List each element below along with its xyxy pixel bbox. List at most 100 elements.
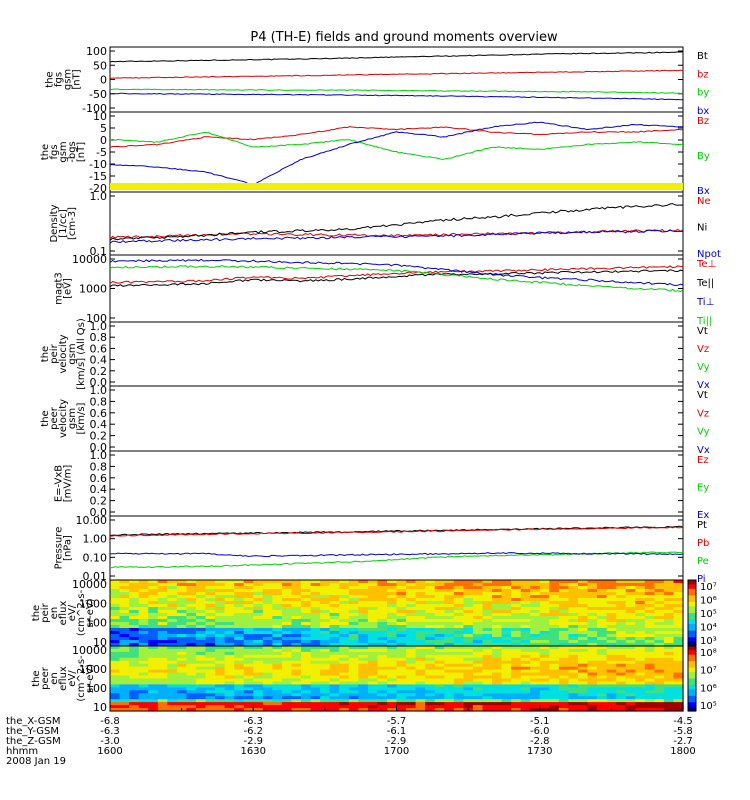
spectrogram-cell xyxy=(367,699,379,703)
spectrogram-cell xyxy=(176,619,188,623)
spectrogram-cell xyxy=(597,646,608,650)
colorbar-cell xyxy=(688,630,696,634)
spectrogram-cell xyxy=(578,640,589,644)
spectrogram-cell xyxy=(186,666,197,671)
spectrogram-cell xyxy=(578,622,589,626)
spectrogram-cell xyxy=(234,613,245,617)
spectrogram-cell xyxy=(616,619,627,623)
spectrogram-cell xyxy=(406,625,417,629)
spectrogram-cell xyxy=(215,580,226,584)
spectrogram-cell xyxy=(243,610,254,614)
spectrogram-cell xyxy=(501,660,512,665)
spectrogram-cell xyxy=(616,586,627,590)
spectrogram-cell xyxy=(215,616,226,620)
spectrogram-cell xyxy=(453,637,464,641)
spectrogram-cell xyxy=(606,643,617,647)
spectrogram-cell xyxy=(434,681,445,686)
spectrogram-cell xyxy=(186,660,197,665)
spectrogram-cell xyxy=(367,649,379,653)
spectrogram-cell xyxy=(329,643,340,647)
legend-pi: Pi xyxy=(697,574,706,585)
spectrogram-cell xyxy=(501,619,512,623)
spectrogram-cell xyxy=(301,666,312,671)
spectrogram-cell xyxy=(501,672,512,677)
spectrogram-cell xyxy=(663,651,675,656)
spectrogram-cell xyxy=(472,628,484,632)
spectrogram-cell xyxy=(625,628,636,632)
spectrogram-cell xyxy=(348,640,359,644)
spectrogram-cell xyxy=(110,613,121,617)
spectrogram-cell xyxy=(425,660,436,665)
x-tick-label: 1630 xyxy=(241,746,266,757)
spectrogram-cell xyxy=(425,678,436,683)
spectrogram-cell xyxy=(415,708,426,712)
spectrogram-cell xyxy=(635,675,646,680)
spectrogram-cell xyxy=(453,640,464,644)
spectrogram-cell xyxy=(348,592,359,596)
spectrogram-cell xyxy=(673,654,684,659)
colorbar-cell xyxy=(688,619,696,623)
spectrogram-cell xyxy=(224,616,235,620)
spectrogram-cell xyxy=(406,589,417,593)
spectrogram-cell xyxy=(243,640,254,644)
spectrogram-cell xyxy=(234,663,245,668)
colorbar-cell xyxy=(688,639,696,643)
spectrogram-cell xyxy=(635,681,646,686)
spectrogram-cell xyxy=(195,643,207,647)
spectrogram-cell xyxy=(281,613,293,617)
spectrogram-cell xyxy=(243,619,254,623)
spectrogram-cell xyxy=(492,678,503,683)
spectrogram-cell xyxy=(377,672,388,677)
spectrogram-cell xyxy=(558,693,570,697)
spectrogram-cell xyxy=(415,705,426,709)
spectrogram-cell xyxy=(358,681,369,686)
spectrogram-cell xyxy=(415,681,426,686)
spectrogram-cell xyxy=(339,622,350,626)
spectrogram-cell xyxy=(539,663,550,668)
spectrogram-cell xyxy=(186,681,197,686)
spectrogram-cell xyxy=(272,649,283,653)
spectrogram-cell xyxy=(644,651,655,656)
spectrogram-cell xyxy=(520,657,531,662)
spectrogram-cell xyxy=(482,672,493,677)
spectrogram-cell xyxy=(425,637,436,641)
spectrogram-cell xyxy=(482,580,493,584)
spectrogram-cell xyxy=(339,681,350,686)
spectrogram-cell xyxy=(148,640,159,644)
spectrogram-cell xyxy=(606,696,617,700)
spectrogram-cell xyxy=(320,586,331,590)
spectrogram-cell xyxy=(425,651,436,656)
spectrogram-cell xyxy=(530,640,541,644)
spectrogram-cell xyxy=(625,580,636,584)
spectrogram-cell xyxy=(482,643,493,647)
spectrogram-cell xyxy=(387,708,398,712)
spectrogram-cell xyxy=(329,660,340,665)
spectrogram-cell xyxy=(425,634,436,638)
spectrogram-cell xyxy=(644,687,655,691)
spectrogram-cell xyxy=(568,631,579,635)
spectrogram-cell xyxy=(167,610,178,614)
spectrogram-cell xyxy=(138,598,149,602)
spectrogram-cell xyxy=(272,654,283,659)
spectrogram-cell xyxy=(625,586,636,590)
spectrogram-cell xyxy=(119,702,130,706)
spectrogram-cell xyxy=(530,649,541,653)
spectrogram-cell xyxy=(501,628,512,632)
spectrogram-cell xyxy=(444,666,455,671)
spectrogram-cell xyxy=(520,640,531,644)
spectrogram-cell xyxy=(367,687,379,691)
spectrogram-cell xyxy=(281,580,293,584)
spectrogram-cell xyxy=(148,598,159,602)
spectrogram-cell xyxy=(501,666,512,671)
spectrogram-cell xyxy=(367,580,379,584)
spectrogram-cell xyxy=(444,702,455,706)
spectrogram-cell xyxy=(396,601,407,605)
spectrogram-cell xyxy=(549,628,560,632)
spectrogram-cell xyxy=(511,663,522,668)
colorbar-tick-label: 10⁷ xyxy=(700,666,717,677)
panel-frame xyxy=(109,321,684,387)
spectrogram-cell xyxy=(453,589,464,593)
legend-bz: Bz xyxy=(697,116,709,127)
colorbar-cell xyxy=(688,659,696,662)
